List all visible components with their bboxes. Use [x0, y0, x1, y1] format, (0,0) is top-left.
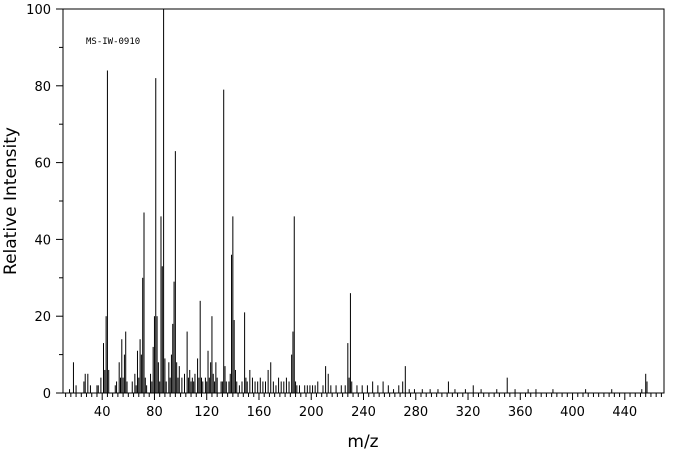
peaks-layer	[69, 9, 648, 393]
x-tick-label: 240	[351, 405, 376, 420]
x-tick-label: 320	[456, 405, 481, 420]
x-tick-label: 360	[508, 405, 533, 420]
x-tick-label: 280	[403, 405, 428, 420]
x-tick-label: 200	[299, 405, 324, 420]
x-axis-title: m/z	[347, 432, 378, 452]
x-tick-label: 120	[194, 405, 219, 420]
y-tick-label: 60	[34, 157, 51, 172]
y-tick-label: 80	[34, 80, 51, 95]
y-tick-label: 100	[26, 3, 51, 18]
y-tick-label: 20	[34, 310, 51, 325]
axes-layer: 40 80 120 160 200 240 280 320 360 400 440 0 20 40 60 80…	[26, 3, 662, 420]
x-tick-label: 160	[247, 405, 272, 420]
y-tick-label: 40	[34, 233, 51, 248]
y-tick-label: 0	[43, 387, 51, 402]
x-tick-label: 400	[560, 405, 585, 420]
y-axis-title: Relative Intensity	[1, 127, 21, 275]
x-tick-label: 80	[146, 405, 163, 420]
x-tick-label: 440	[612, 405, 637, 420]
plot-frame	[62, 8, 665, 394]
spectrum-id-annotation: MS-IW-0910	[86, 37, 140, 47]
x-tick-label: 40	[94, 405, 111, 420]
